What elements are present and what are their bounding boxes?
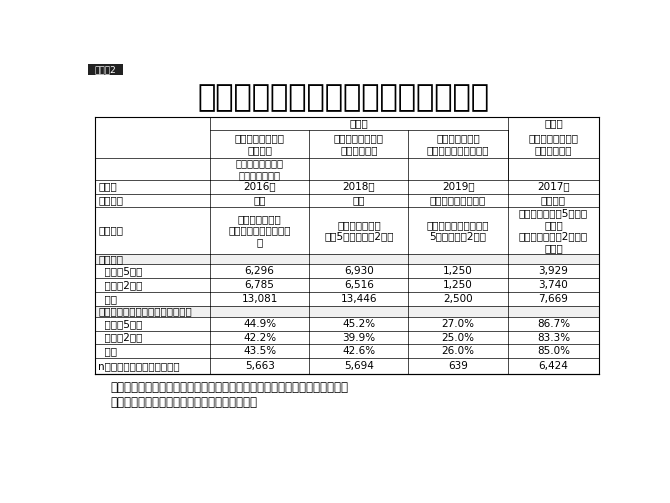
Bar <box>95 330 599 345</box>
Text: 13,081: 13,081 <box>241 294 278 304</box>
Text: 中学校2年生: 中学校2年生 <box>98 332 143 343</box>
Text: 639: 639 <box>448 361 468 371</box>
Text: 1,250: 1,250 <box>443 267 473 276</box>
Text: 2016年: 2016年 <box>243 182 276 192</box>
Bar <box>95 180 599 194</box>
Bar <box>95 207 599 254</box>
Text: 42.6%: 42.6% <box>342 347 375 357</box>
Text: 2019年: 2019年 <box>442 182 474 192</box>
Text: 子どもの生活実態調査：調査の概要: 子どもの生活実態調査：調査の概要 <box>198 83 489 112</box>
Text: 各自治体在住の
小学５年生・中学２年
生: 各自治体在住の 小学５年生・中学２年 生 <box>228 214 291 247</box>
Text: 保護者票マッチング後有効回答率: 保護者票マッチング後有効回答率 <box>98 306 192 316</box>
Text: 世田谷区在住の
小学5年生・中学2年生: 世田谷区在住の 小学5年生・中学2年生 <box>324 220 394 241</box>
Text: 郵送（一部ウェブ）: 郵送（一部ウェブ） <box>430 196 486 206</box>
Text: 東京都子供の生活
実態調査: 東京都子供の生活 実態調査 <box>234 133 285 155</box>
Text: 3,929: 3,929 <box>539 267 568 276</box>
Text: 45.2%: 45.2% <box>342 319 375 328</box>
Text: シート2: シート2 <box>94 65 117 74</box>
Bar <box>95 130 599 158</box>
Text: 中学校2年生: 中学校2年生 <box>98 280 143 290</box>
Bar <box>95 117 599 130</box>
Text: 5,663: 5,663 <box>245 361 275 371</box>
Text: 郵送: 郵送 <box>253 196 266 206</box>
Bar <box>88 64 123 75</box>
Text: 対象者数: 対象者数 <box>98 254 123 264</box>
Text: 7,669: 7,669 <box>539 294 568 304</box>
Text: 学校配布: 学校配布 <box>541 196 566 206</box>
Text: 松戸市立小学校5年生の
全児童
松戸市立中学校2年生の
全生徒: 松戸市立小学校5年生の 全児童 松戸市立中学校2年生の 全生徒 <box>519 208 588 253</box>
Text: 5,694: 5,694 <box>344 361 374 371</box>
Text: 2017年: 2017年 <box>537 182 570 192</box>
Text: 85.0%: 85.0% <box>537 347 570 357</box>
Text: 小学校5年生: 小学校5年生 <box>98 319 143 328</box>
Text: 中野区に在住する小学
5年生・中学2年生: 中野区に在住する小学 5年生・中学2年生 <box>427 220 489 241</box>
Bar <box>95 292 599 306</box>
Text: 墨田区、豊島区、
調布市、日野市: 墨田区、豊島区、 調布市、日野市 <box>236 158 283 180</box>
Text: 27.0%: 27.0% <box>442 319 474 328</box>
Bar <box>95 358 599 374</box>
Text: 1,250: 1,250 <box>443 280 473 290</box>
Bar <box>95 345 599 358</box>
Text: 6,424: 6,424 <box>539 361 568 371</box>
Text: 26.0%: 26.0% <box>442 347 474 357</box>
Bar <box>95 278 599 292</box>
Bar <box>95 254 599 265</box>
Text: 2,500: 2,500 <box>444 294 473 304</box>
Text: 6,785: 6,785 <box>245 280 275 290</box>
Text: 25.0%: 25.0% <box>442 332 474 343</box>
Bar <box>95 158 599 180</box>
Text: 調査方法: 調査方法 <box>98 196 123 206</box>
Text: 3,740: 3,740 <box>539 280 568 290</box>
Text: 39.9%: 39.9% <box>342 332 375 343</box>
Bar <box>95 265 599 278</box>
Text: 調査年: 調査年 <box>98 182 117 192</box>
Text: 千葉県: 千葉県 <box>544 119 563 128</box>
Bar <box>95 317 599 330</box>
Text: n（保護者国籍不詳を除く）: n（保護者国籍不詳を除く） <box>98 361 180 371</box>
Text: 調査対象: 調査対象 <box>98 225 123 235</box>
Bar <box>95 194 599 207</box>
Text: 世田谷区子どもの
生活実態調査: 世田谷区子どもの 生活実態調査 <box>334 133 384 155</box>
Text: 86.7%: 86.7% <box>537 319 570 328</box>
Text: 13,446: 13,446 <box>340 294 377 304</box>
Text: 83.3%: 83.3% <box>537 332 570 343</box>
Text: 6,930: 6,930 <box>344 267 374 276</box>
Text: 6,296: 6,296 <box>245 267 275 276</box>
Text: 44.9%: 44.9% <box>243 319 276 328</box>
Text: 43.5%: 43.5% <box>243 347 276 357</box>
Bar <box>95 306 599 317</box>
Text: 総数: 総数 <box>98 347 117 357</box>
Text: 郵送: 郵送 <box>352 196 365 206</box>
Text: 松戸市子育て世帯
生活実態調査: 松戸市子育て世帯 生活実態調査 <box>529 133 578 155</box>
Text: 東京都: 東京都 <box>350 119 368 128</box>
Text: 小学校5年生: 小学校5年生 <box>98 267 143 276</box>
Text: 6,516: 6,516 <box>344 280 374 290</box>
Text: ＊生活実態調査を行った自治体のうち、保護者の国籍に関する設問が調査票
に含まれている自治体のデータを統合して分析: ＊生活実態調査を行った自治体のうち、保護者の国籍に関する設問が調査票 に含まれて… <box>111 381 349 409</box>
Text: 42.2%: 42.2% <box>243 332 276 343</box>
Text: 2018年: 2018年 <box>342 182 375 192</box>
Text: 中野区子どもと
子育て家庭の実態調査: 中野区子どもと 子育て家庭の実態調査 <box>427 133 489 155</box>
Text: 総数: 総数 <box>98 294 117 304</box>
